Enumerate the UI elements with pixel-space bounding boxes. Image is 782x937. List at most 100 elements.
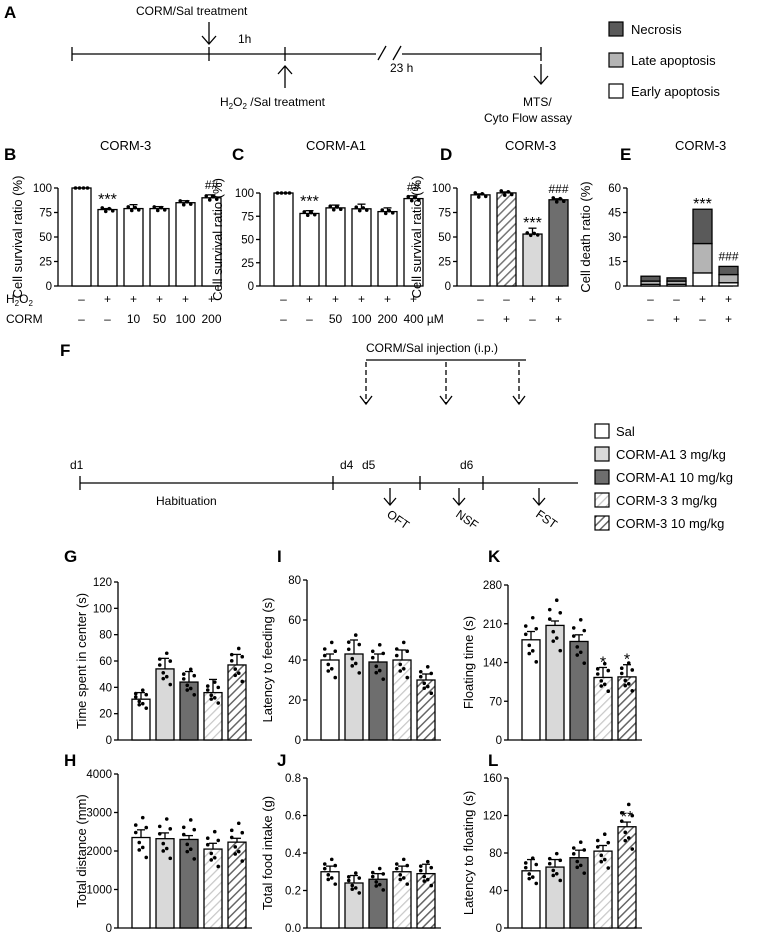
- data-point: [499, 189, 504, 193]
- arrow-head-up-icon: [277, 65, 293, 75]
- data-point: [140, 815, 145, 820]
- y-axis-label: Latency to floating (s): [461, 791, 476, 915]
- y-tick-label: 25: [39, 257, 52, 269]
- arrow-head-oft-icon: [383, 497, 397, 506]
- data-point: [353, 633, 358, 637]
- data-point: [619, 671, 624, 676]
- data-point: [205, 688, 210, 692]
- bar: [227, 841, 247, 929]
- data-point: [551, 873, 556, 878]
- bar: [470, 194, 491, 287]
- data-point: [390, 211, 395, 215]
- y-axis-label: Total distance (mm): [74, 794, 89, 907]
- data-point: [353, 661, 358, 666]
- y-tick-label: 45: [608, 208, 621, 220]
- data-point: [322, 647, 327, 651]
- data-point: [534, 881, 539, 886]
- data-point: [326, 873, 331, 877]
- legend-a-swatch: [608, 52, 624, 68]
- data-point: [205, 842, 210, 847]
- data-point: [353, 871, 358, 875]
- bar: [496, 192, 517, 287]
- significance-marker: *: [624, 652, 630, 669]
- data-point: [599, 853, 604, 858]
- bar: [227, 664, 247, 741]
- bar-segment: [692, 208, 713, 245]
- y-tick-label: 80: [99, 630, 112, 642]
- y-tick-label: 120: [93, 577, 112, 589]
- data-point: [530, 856, 535, 861]
- bar: [325, 207, 346, 287]
- panel-label-f: F: [60, 341, 70, 360]
- h2o2-part: 2: [15, 299, 20, 308]
- data-point: [606, 866, 611, 870]
- h2o2-value: +: [529, 292, 536, 306]
- legend-a-label: Late apoptosis: [631, 53, 716, 68]
- data-point: [103, 209, 108, 214]
- data-point: [181, 832, 186, 837]
- data-point: [157, 657, 162, 661]
- panel-label-h: H: [64, 751, 76, 770]
- data-point: [578, 617, 583, 622]
- data-point: [374, 884, 379, 888]
- data-point: [168, 682, 173, 687]
- chart-b: B CORM-3 Cell survival ratio (%) 0 25 50 75 100…: [4, 138, 222, 326]
- bar: [593, 676, 613, 741]
- arrow-head-nsf-icon: [452, 497, 466, 506]
- data-point: [623, 838, 628, 843]
- data-point: [214, 197, 219, 202]
- data-point: [178, 199, 183, 203]
- label-oft: OFT: [384, 507, 412, 533]
- h2o2-value: +: [410, 292, 417, 306]
- data-point: [350, 664, 355, 668]
- bar: [203, 691, 223, 741]
- y-tick-label: 80: [288, 575, 301, 587]
- data-point: [211, 194, 216, 199]
- assay-line1: MTS/: [523, 95, 552, 109]
- bar: [131, 698, 151, 741]
- label-d5: d5: [362, 458, 376, 472]
- panel-label-g: G: [64, 547, 77, 566]
- data-point: [209, 697, 214, 701]
- h2o2-value: –: [78, 292, 85, 306]
- data-point: [100, 206, 105, 210]
- data-point: [181, 677, 186, 681]
- h2o2-value: +: [130, 292, 137, 306]
- y-axis-label: Time spent in center (s): [74, 593, 89, 729]
- data-point: [422, 681, 427, 686]
- y-tick-label: 75: [438, 208, 451, 220]
- data-point: [425, 665, 430, 669]
- data-point: [630, 688, 635, 693]
- data-point: [554, 851, 559, 856]
- data-point: [558, 858, 563, 863]
- bar: [569, 640, 589, 741]
- h2o2-part: 2: [28, 299, 33, 308]
- panel-label-i: I: [277, 547, 282, 566]
- data-point: [429, 883, 434, 888]
- data-point: [279, 191, 284, 195]
- panel-label-k: K: [488, 547, 501, 566]
- legend-f-label: CORM-3 10 mg/kg: [616, 516, 724, 531]
- y-tick-label: 80: [489, 848, 502, 860]
- legend-f-swatch: [594, 423, 610, 439]
- data-point: [626, 836, 631, 840]
- y-tick-label: 0: [106, 923, 112, 935]
- data-point: [357, 876, 362, 880]
- y-tick-label: 210: [483, 619, 502, 631]
- significance-marker: ***: [523, 215, 542, 232]
- data-point: [377, 668, 382, 673]
- corm-value: 200: [377, 312, 397, 326]
- bar: [131, 836, 151, 929]
- bar: [416, 679, 436, 741]
- data-point: [381, 677, 386, 681]
- h2o2-value: –: [673, 292, 680, 306]
- dashed-arrow-head-icon: [359, 395, 373, 406]
- data-point: [558, 878, 563, 883]
- bar: [320, 659, 340, 741]
- data-point: [329, 876, 334, 880]
- panel-label-c: C: [232, 145, 244, 164]
- data-point: [161, 841, 166, 846]
- test-arrows: [383, 488, 546, 506]
- data-point: [236, 821, 241, 826]
- data-point: [394, 653, 399, 658]
